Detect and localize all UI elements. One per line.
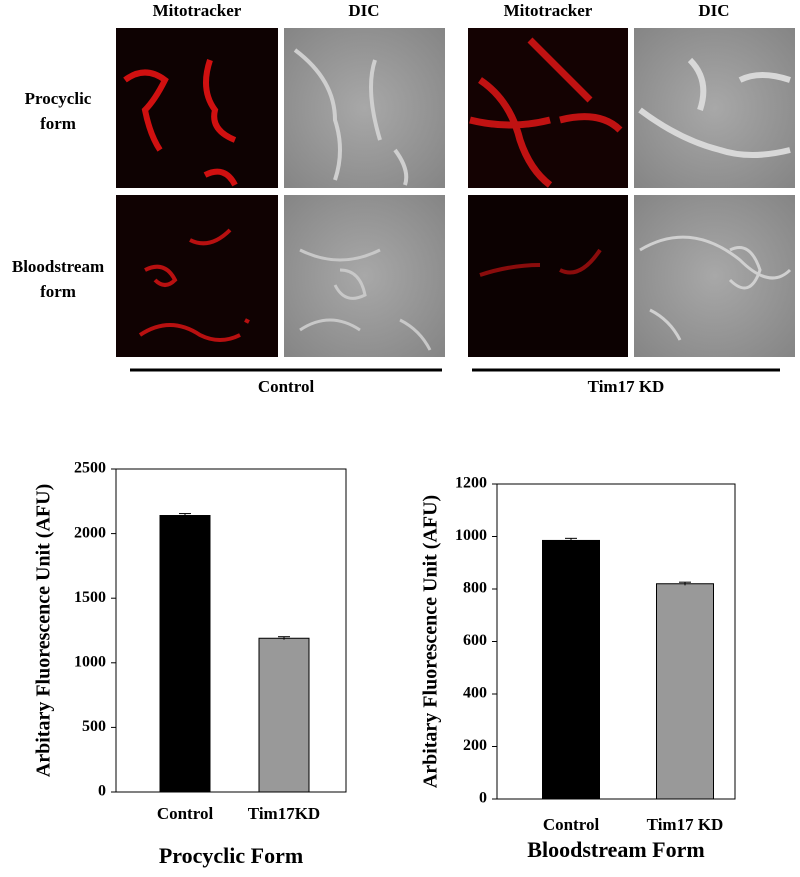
y-tick-label: 2500 [74, 460, 106, 477]
panel-image [468, 28, 628, 188]
row-label: Procyclic [25, 89, 92, 108]
y-tick-label: 600 [463, 632, 487, 649]
error-bar [679, 581, 691, 586]
x-tick-label: Tim17 KD [647, 815, 724, 834]
row-label: Bloodstream [12, 257, 104, 276]
y-tick-label: 1500 [74, 589, 106, 606]
bar [656, 583, 714, 800]
x-tick-label: Control [157, 804, 214, 823]
y-tick-label: 500 [82, 718, 106, 735]
y-axis-label: Arbitary Fluorescence Unit (AFU) [420, 495, 442, 788]
row-label: form [40, 114, 76, 133]
panel-signal [479, 248, 602, 277]
bar [542, 539, 600, 800]
column-header: DIC [348, 1, 379, 20]
y-tick-label: 0 [98, 783, 106, 800]
panel-signal [293, 48, 409, 186]
panel-image [468, 195, 628, 357]
chart-title: Procyclic Form [159, 843, 303, 868]
plot-frame [115, 468, 347, 793]
x-tick-label: Tim17KD [248, 804, 320, 823]
column-header: Mitotracker [504, 1, 593, 20]
error-bar [565, 537, 577, 543]
y-tick-label: 1200 [455, 475, 487, 492]
y-tick-label: 0 [479, 790, 487, 807]
panel-image [284, 195, 445, 357]
column-header: Mitotracker [153, 1, 242, 20]
panel-image [116, 195, 278, 357]
bar [258, 637, 310, 793]
bar [159, 515, 211, 793]
error-bar [179, 513, 191, 518]
panel-signal [469, 37, 623, 188]
column-header: DIC [698, 1, 729, 20]
panel-image [284, 28, 445, 188]
y-tick-label: 2000 [74, 524, 106, 541]
error-bar [278, 636, 290, 640]
chart-title: Bloodstream Form [527, 837, 704, 862]
panel-signal [123, 59, 238, 187]
y-axis-label: Arbitary Fluorescence Unit (AFU) [33, 484, 55, 777]
panel-image [634, 195, 795, 357]
panel-signal [299, 248, 432, 351]
panel-signal [638, 57, 791, 158]
group-label: Tim17 KD [588, 377, 665, 396]
row-label: form [40, 282, 76, 301]
x-tick-label: Control [543, 815, 600, 834]
panel-image [116, 28, 278, 188]
y-tick-label: 400 [463, 685, 487, 702]
panel-image [634, 28, 795, 188]
panel-signal [138, 228, 250, 342]
y-tick-label: 800 [463, 580, 487, 597]
y-tick-label: 200 [463, 737, 487, 754]
group-label: Control [258, 377, 315, 396]
panel-signal [639, 235, 792, 341]
y-tick-label: 1000 [74, 653, 106, 670]
micrograph-grid [116, 28, 795, 372]
y-tick-label: 1000 [455, 527, 487, 544]
